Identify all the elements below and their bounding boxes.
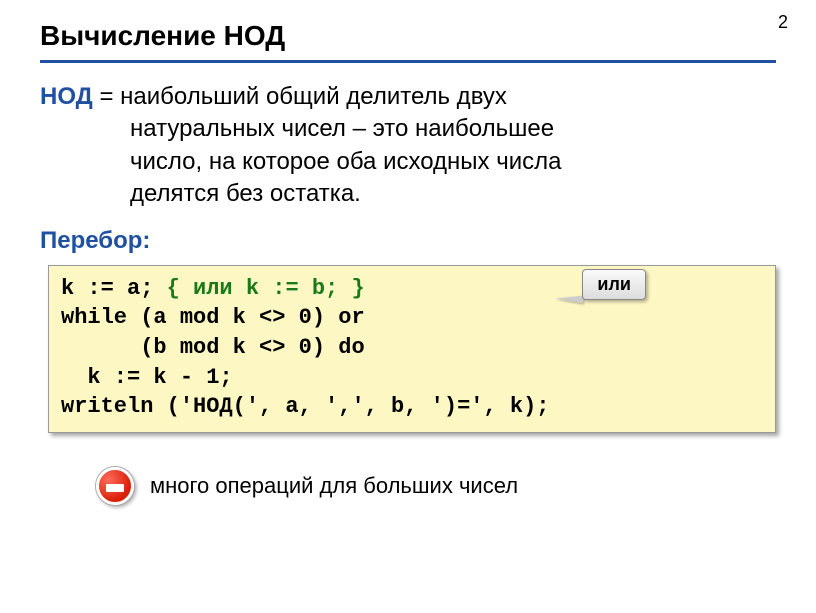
page-number: 2 bbox=[778, 12, 788, 33]
code-comment: { или k := b; } bbox=[167, 276, 365, 301]
page-title: Вычисление НОД bbox=[40, 20, 776, 63]
code-l1a: k := a; bbox=[61, 276, 167, 301]
note-text: много операций для больших чисел bbox=[150, 473, 518, 499]
code-l4: k := k - 1; bbox=[61, 365, 233, 390]
callout-badge: или bbox=[582, 269, 646, 300]
term-label: НОД bbox=[40, 83, 93, 110]
subheading: Перебор: bbox=[40, 227, 776, 255]
definition-block: НОД = наибольший общий делитель двух нат… bbox=[40, 81, 776, 211]
code-l3: (b mod k <> 0) do bbox=[61, 335, 365, 360]
code-container: k := a; { или k := b; } while (a mod k <… bbox=[40, 265, 776, 433]
no-entry-icon bbox=[96, 467, 134, 505]
code-l2: while (a mod k <> 0) or bbox=[61, 305, 365, 330]
note-row: много операций для больших чисел bbox=[96, 467, 776, 505]
code-l5: writeln ('НОД(', a, ',', b, ')=', k); bbox=[61, 394, 549, 419]
definition-line4: делятся без остатка. bbox=[40, 178, 776, 210]
code-block: k := a; { или k := b; } while (a mod k <… bbox=[48, 265, 776, 433]
definition-line3: число, на которое оба исходных числа bbox=[40, 146, 776, 178]
definition-line1: = наибольший общий делитель двух bbox=[93, 83, 507, 110]
definition-line2: натуральных чисел – это наибольшее bbox=[40, 113, 776, 145]
